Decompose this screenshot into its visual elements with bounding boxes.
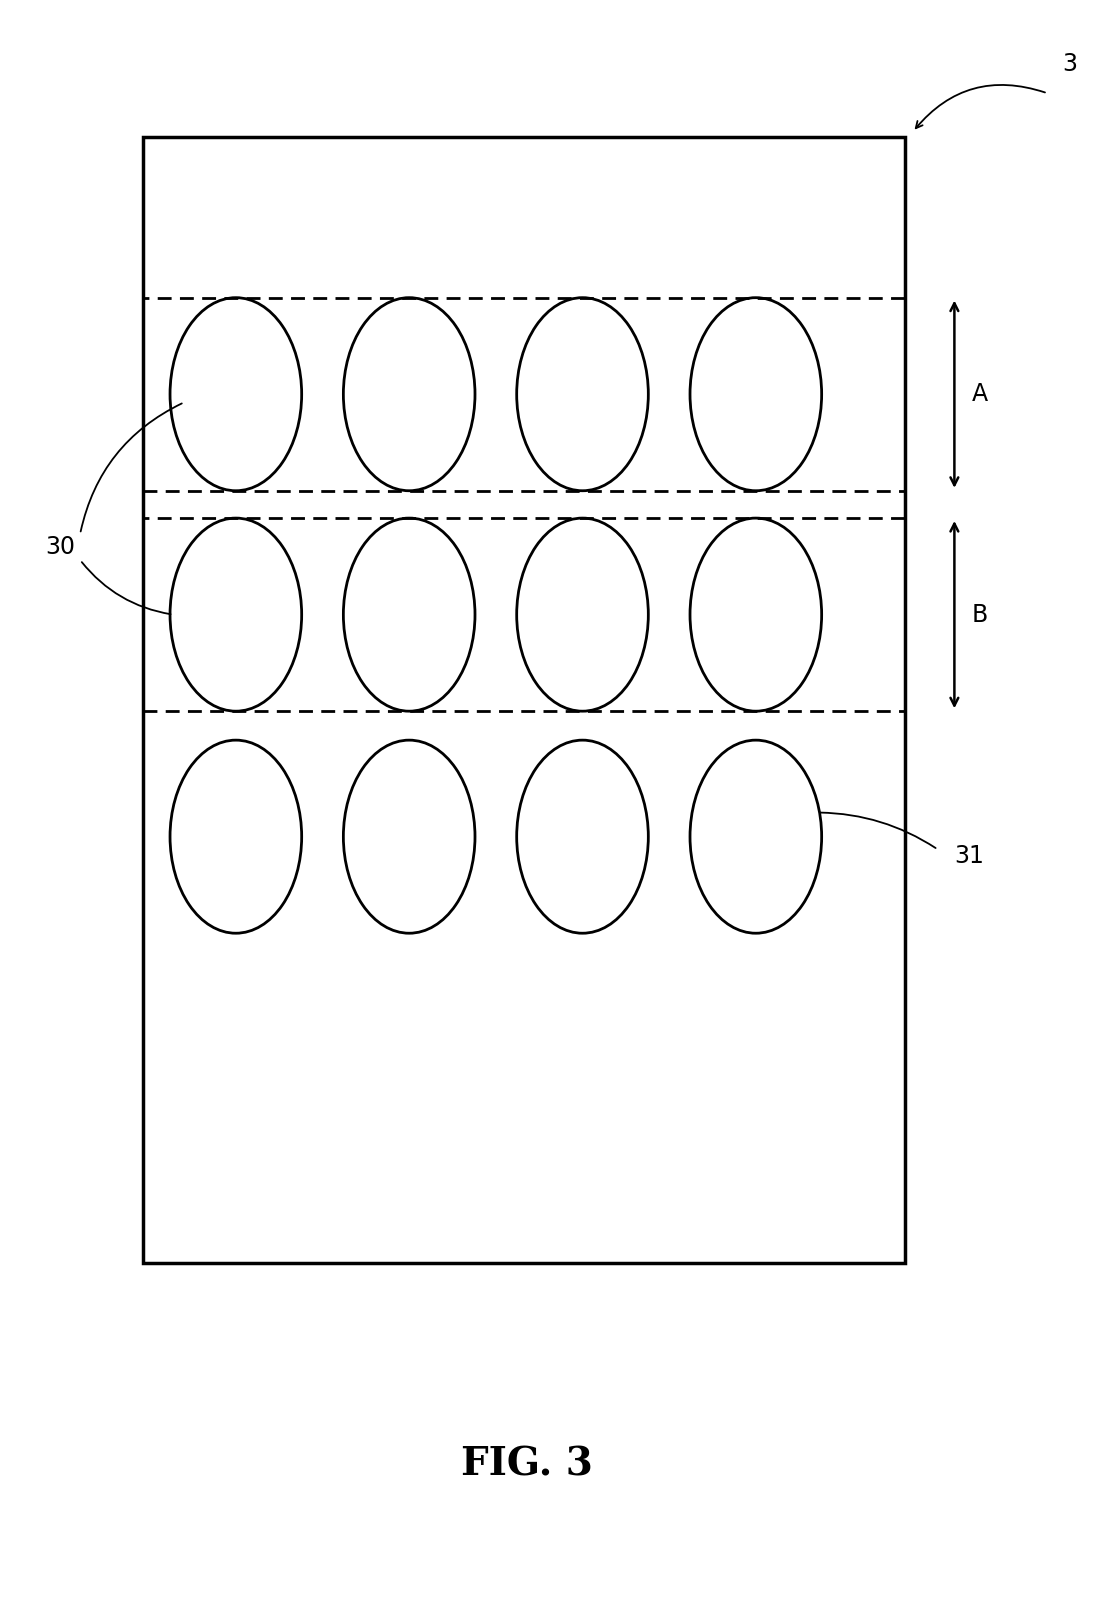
Text: 31: 31 xyxy=(954,845,984,867)
Text: A: A xyxy=(972,383,988,405)
Text: B: B xyxy=(972,603,988,626)
Bar xyxy=(143,518,905,711)
Bar xyxy=(143,137,905,1263)
Bar xyxy=(143,298,905,491)
Text: 3: 3 xyxy=(1062,53,1077,76)
Text: FIG. 3: FIG. 3 xyxy=(461,1445,592,1483)
Text: 30: 30 xyxy=(45,536,76,558)
